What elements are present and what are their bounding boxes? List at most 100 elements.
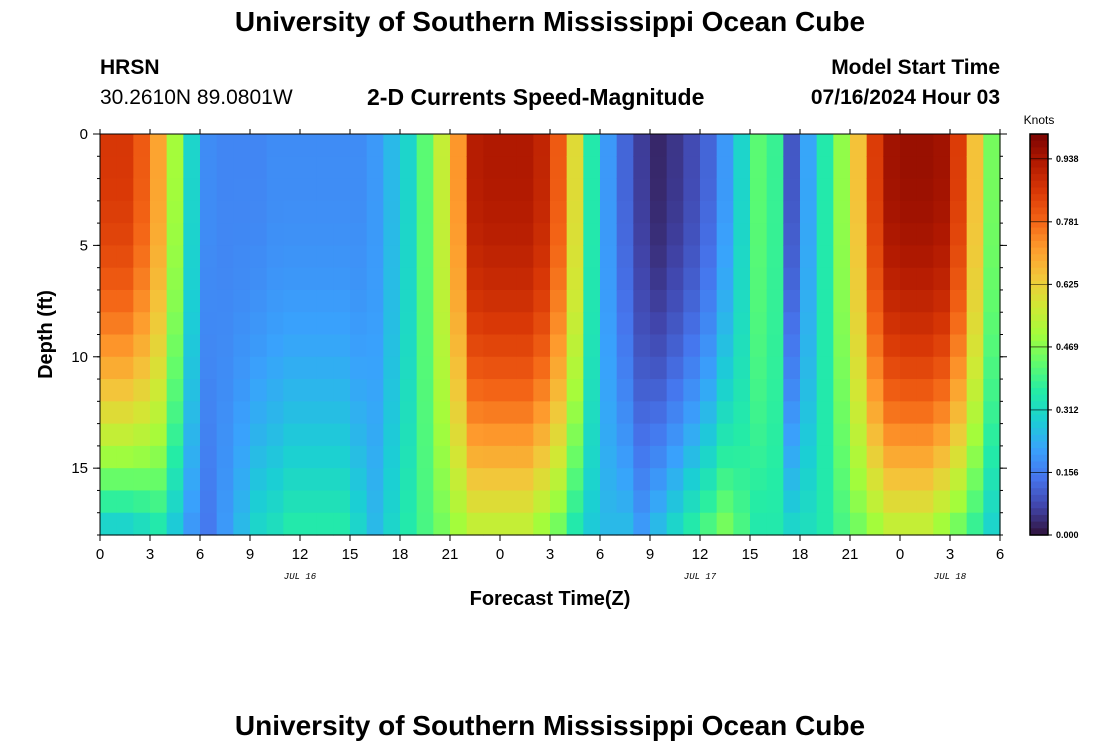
heatmap-cell: [466, 200, 484, 224]
heatmap-cell: [800, 401, 818, 425]
heatmap-cell: [416, 490, 434, 514]
heatmap-cell: [300, 289, 318, 313]
heatmap-cell: [200, 223, 218, 246]
colorbar-segment: [1030, 174, 1048, 182]
heatmap-cell: [216, 245, 234, 269]
heatmap-cell: [616, 334, 634, 358]
heatmap-cell: [283, 267, 301, 291]
heatmap-cell: [583, 468, 601, 492]
heatmap-cell: [566, 156, 584, 180]
heatmap-cell: [700, 401, 718, 425]
heatmap-cell: [233, 401, 251, 425]
heatmap-cell: [750, 267, 768, 291]
heatmap-cell: [916, 200, 934, 224]
heatmap-cell: [650, 134, 668, 157]
heatmap-cell: [283, 445, 301, 469]
heatmap-cell: [816, 289, 834, 313]
colorbar-tick-label: 0.625: [1056, 279, 1079, 289]
colorbar-segment: [1030, 421, 1048, 429]
heatmap-cell: [733, 512, 751, 536]
heatmap-cell: [250, 245, 268, 269]
heatmap-cell: [350, 245, 368, 269]
heatmap-cell: [100, 512, 118, 536]
heatmap-cell: [683, 134, 701, 157]
heatmap-cell: [700, 423, 718, 447]
heatmap-cell: [183, 134, 201, 157]
heatmap-cell: [716, 178, 734, 202]
heatmap-cell: [716, 356, 734, 380]
heatmap-cell: [566, 334, 584, 358]
heatmap-cell: [500, 401, 518, 425]
heatmap-cell: [166, 245, 184, 269]
heatmap-cell: [783, 267, 801, 291]
heatmap-cell: [533, 401, 551, 425]
heatmap-cell: [600, 312, 618, 336]
heatmap-cell: [700, 445, 718, 469]
heatmap-cell: [816, 445, 834, 469]
colorbar-segment: [1030, 334, 1048, 342]
model-start-label: Model Start Time: [831, 56, 1000, 79]
heatmap-cell: [750, 178, 768, 202]
colorbar-segment: [1030, 441, 1048, 449]
heatmap-cell: [600, 267, 618, 291]
footer-title: University of Southern Mississippi Ocean…: [234, 710, 866, 741]
heatmap-cell: [616, 178, 634, 202]
heatmap-cell: [816, 312, 834, 336]
x-tick-label: 18: [792, 546, 809, 563]
heatmap-cell: [100, 490, 118, 514]
heatmap-cell: [500, 468, 518, 492]
heatmap-cell: [816, 423, 834, 447]
colorbar-segment: [1030, 474, 1048, 483]
heatmap-cell: [183, 401, 201, 425]
heatmap-cell: [833, 134, 851, 157]
heatmap-cell: [150, 289, 168, 313]
heatmap-cell: [800, 178, 818, 202]
heatmap-cell: [833, 312, 851, 336]
heatmap-cell: [833, 423, 851, 447]
heatmap-cell: [533, 312, 551, 336]
heatmap-cell: [133, 267, 151, 291]
heatmap-cell: [383, 245, 401, 269]
heatmap-cell: [350, 512, 368, 536]
heatmap-cell: [783, 356, 801, 380]
heatmap-cell: [966, 134, 984, 157]
heatmap-cell: [866, 379, 884, 402]
heatmap-cell: [183, 200, 201, 224]
heatmap-cell: [516, 245, 534, 269]
heatmap-cell: [933, 512, 951, 536]
heatmap-cell: [533, 134, 551, 157]
heatmap-cell: [966, 334, 984, 358]
heatmap-cell: [550, 289, 568, 313]
heatmap-cell: [783, 445, 801, 469]
heatmap-cell: [433, 401, 451, 425]
heatmap-cell: [416, 312, 434, 336]
colorbar-segment: [1030, 501, 1048, 509]
heatmap-cell: [966, 267, 984, 291]
heatmap-cell: [450, 200, 468, 224]
heatmap-cell: [416, 223, 434, 246]
colorbar-segment: [1030, 428, 1048, 436]
heatmap-cell: [733, 445, 751, 469]
heatmap-cell: [166, 423, 184, 447]
heatmap-cell: [900, 512, 918, 536]
heatmap-cell: [566, 200, 584, 224]
heatmap-cell: [616, 200, 634, 224]
heatmap-cell: [650, 356, 668, 380]
heatmap-cell: [150, 512, 168, 536]
heatmap-cell: [350, 401, 368, 425]
heatmap-cell: [933, 156, 951, 180]
heatmap-cell: [650, 334, 668, 358]
heatmap-cell: [916, 423, 934, 447]
heatmap-cell: [333, 379, 351, 402]
heatmap-cell: [666, 445, 684, 469]
heatmap-cell: [816, 267, 834, 291]
heatmap-cell: [600, 445, 618, 469]
heatmap-cell: [583, 423, 601, 447]
heatmap-cell: [766, 468, 784, 492]
colorbar-segment: [1030, 214, 1048, 222]
heatmap-cell: [766, 200, 784, 224]
heatmap-cell: [800, 223, 818, 246]
heatmap-cell: [300, 245, 318, 269]
x-tick-label: 21: [842, 546, 859, 563]
heatmap-cell: [916, 289, 934, 313]
